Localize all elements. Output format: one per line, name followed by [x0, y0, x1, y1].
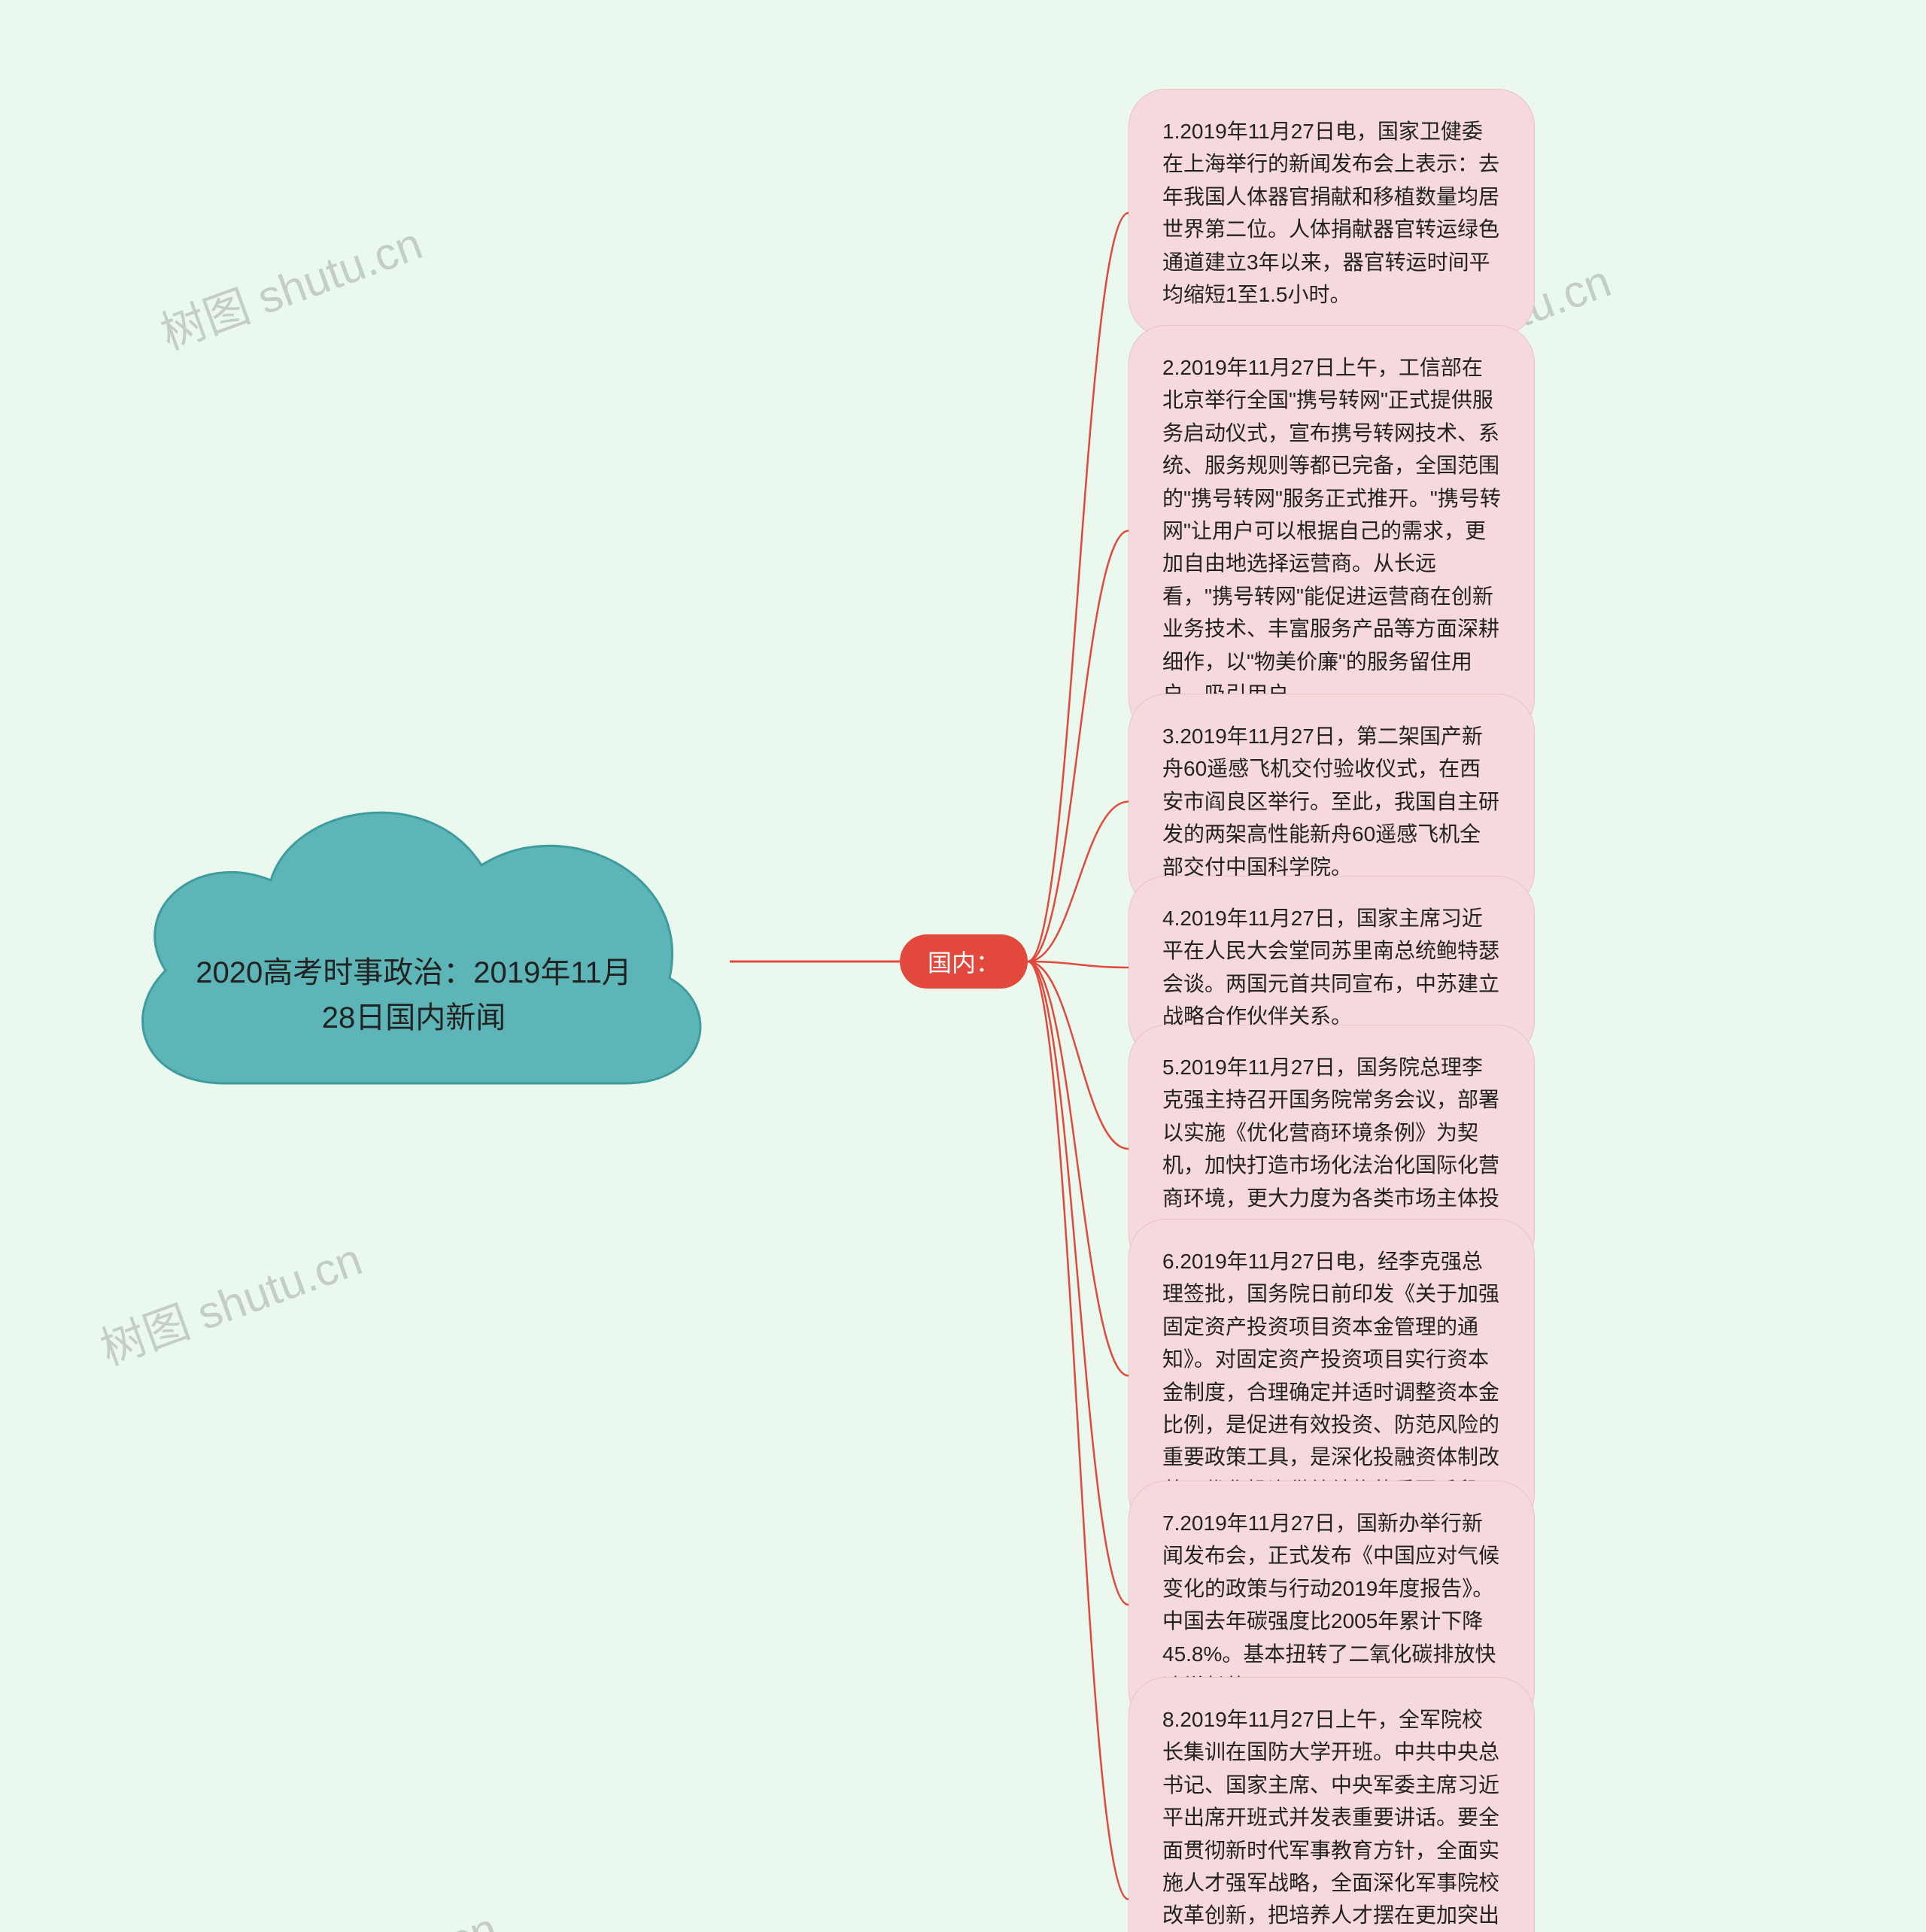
leaf-node-text: 4.2019年11月27日，国家主席习近平在人民大会堂同苏里南总统鲍特瑟会谈。两… — [1162, 907, 1499, 1028]
watermark-text: 树图 shutu.cn — [226, 1893, 505, 1932]
root-node-title: 2020高考时事政治：2019年11月28日国内新闻 — [188, 950, 639, 1040]
hub-node-domestic[interactable]: 国内： — [900, 934, 1028, 989]
watermark-text: 树图 shutu.cn — [90, 1223, 369, 1378]
watermark-text: 树图 shutu.cn — [150, 208, 430, 363]
leaf-node-1[interactable]: 1.2019年11月27日电，国家卫健委在上海举行的新闻发布会上表示：去年我国人… — [1129, 89, 1535, 337]
leaf-node-text: 3.2019年11月27日，第二架国产新舟60遥感飞机交付验收仪式，在西安市阎良… — [1162, 724, 1499, 879]
leaf-node-text: 6.2019年11月27日电，经李克强总理签批，国务院日前印发《关于加强固定资产… — [1162, 1250, 1499, 1502]
leaf-node-text: 5.2019年11月27日，国务院总理李克强主持召开国务院常务会议，部署以实施《… — [1162, 1056, 1499, 1242]
root-node-cloud[interactable]: 2020高考时事政治：2019年11月28日国内新闻 — [98, 760, 730, 1166]
leaf-node-text: 1.2019年11月27日电，国家卫健委在上海举行的新闻发布会上表示：去年我国人… — [1162, 120, 1499, 306]
mindmap-canvas: 树图 shutu.cn树图 shutu.cn树图 shutu.cn树图 shut… — [0, 0, 1926, 1932]
hub-node-label: 国内： — [928, 944, 1000, 979]
leaf-node-text: 2.2019年11月27日上午，工信部在北京举行全国"携号转网"正式提供服务启动… — [1162, 356, 1501, 706]
leaf-node-8[interactable]: 8.2019年11月27日上午，全军院校长集训在国防大学开班。中共中央总书记、国… — [1129, 1677, 1535, 1932]
leaf-node-text: 8.2019年11月27日上午，全军院校长集训在国防大学开班。中共中央总书记、国… — [1162, 1708, 1499, 1932]
leaf-node-2[interactable]: 2.2019年11月27日上午，工信部在北京举行全国"携号转网"正式提供服务启动… — [1129, 325, 1535, 737]
leaf-node-text: 7.2019年11月27日，国新办举行新闻发布会，正式发布《中国应对气候变化的政… — [1162, 1511, 1499, 1698]
